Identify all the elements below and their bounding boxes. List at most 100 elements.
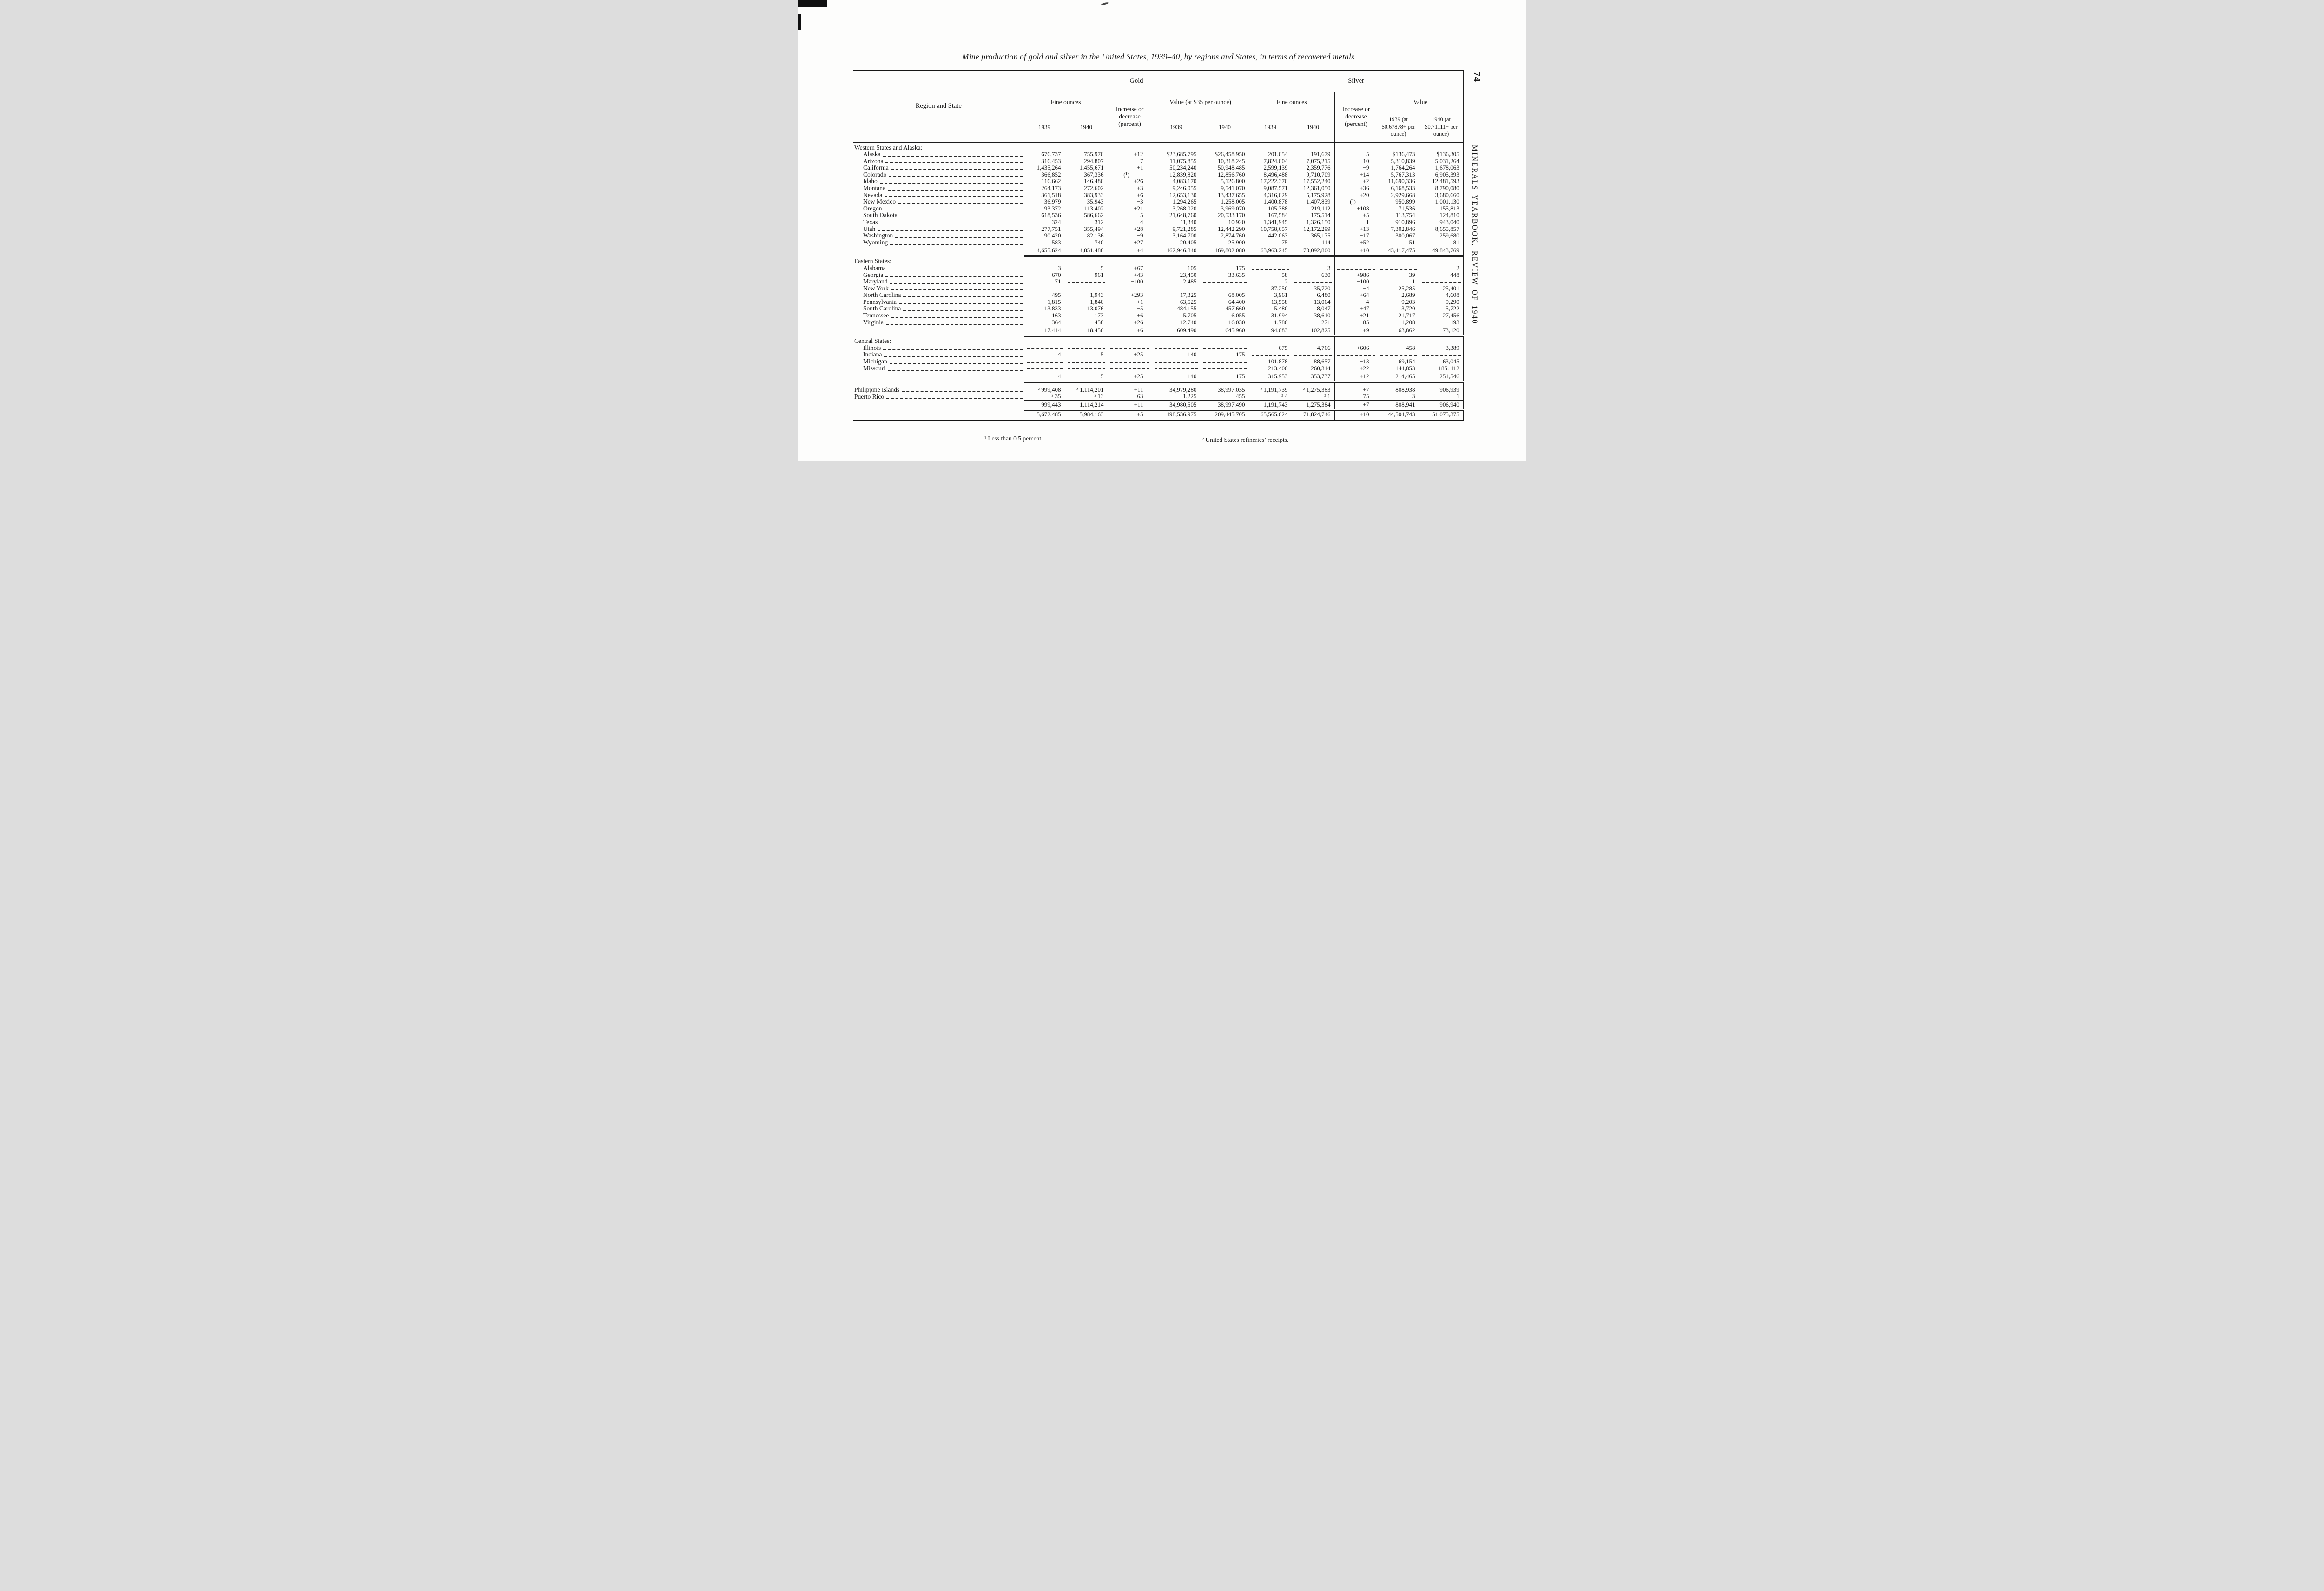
table-row: Idaho 116,662 146,480 +26 4,083,170 5,126,800… (853, 178, 1464, 185)
data-cell: 4,766 (1292, 344, 1335, 352)
dot-leader (888, 189, 1023, 191)
data-cell: 366,852 (1024, 171, 1065, 178)
data-cell: 68,005 (1201, 292, 1249, 299)
row-label: Maryland (863, 278, 888, 285)
row-label: Texas (863, 218, 878, 226)
data-cell: 64,400 (1201, 298, 1249, 306)
row-label-cell: Nevada (853, 191, 1024, 199)
data-cell: −7 (1108, 158, 1152, 165)
data-cell: 670 (1024, 271, 1065, 279)
data-cell: 71,536 (1378, 205, 1419, 212)
data-cell: 1,455,671 (1065, 164, 1108, 171)
data-cell: 12,442,290 (1201, 225, 1249, 233)
empty-cell (1419, 381, 1464, 387)
data-cell: 355,494 (1065, 225, 1108, 233)
data-cell: 618,536 (1024, 212, 1065, 219)
scan-artifact-left (798, 14, 801, 30)
data-cell: −100 (1334, 278, 1378, 285)
row-label-cell (853, 381, 1024, 387)
data-cell: 27,456 (1419, 312, 1464, 319)
row-label-cell: California (853, 164, 1024, 171)
row-label-cell (853, 400, 1024, 410)
data-cell: 2,929,668 (1378, 191, 1419, 199)
table-row: South Dakota 618,536 586,662 −5 21,648,760 20… (853, 212, 1464, 219)
empty-cell (1065, 256, 1108, 265)
table-row: 999,443 1,114,214 +11 34,980,505 38,997,490 1… (853, 400, 1464, 411)
data-cell: 113,402 (1065, 205, 1108, 212)
data-cell: 1,258,005 (1201, 198, 1249, 205)
row-label-cell (853, 326, 1024, 336)
data-cell (1334, 264, 1378, 272)
data-cell: +986 (1334, 271, 1378, 279)
data-cell: −5 (1108, 212, 1152, 219)
data-cell: 950,899 (1378, 198, 1419, 205)
data-cell: 201,054 (1249, 151, 1292, 158)
data-cell: 12,172,299 (1292, 225, 1335, 233)
data-cell: 315,953 (1249, 372, 1292, 383)
row-label-cell: South Carolina (853, 305, 1024, 313)
data-cell (1201, 365, 1249, 372)
dot-leader (889, 176, 1023, 177)
silver-value-header: Value (1378, 92, 1464, 112)
data-cell: 50,948,485 (1201, 164, 1249, 171)
data-cell: 191,679 (1292, 151, 1335, 158)
data-cell: 251,546 (1419, 372, 1464, 383)
row-label: Washington (863, 232, 893, 239)
silver-fine-ounces-header: Fine ounces (1249, 92, 1335, 112)
data-cell: +7 (1334, 386, 1378, 394)
table-row: Colorado 366,852 367,336 (¹) 12,839,820 12,85… (853, 171, 1464, 178)
row-label-cell (853, 372, 1024, 382)
table-row: Wyoming 583 740 +27 20,405 25,900 75 114 +52 51 81 (853, 239, 1464, 246)
row-label: Indiana (863, 351, 882, 358)
data-cell (1108, 365, 1152, 372)
table-row: Western States and Alaska: (853, 142, 1464, 151)
table-row: Missouri 213,400 260,314 +22 144,853 185. 112 (853, 365, 1464, 372)
row-label-cell: Colorado (853, 171, 1024, 178)
row-label: Oregon (863, 204, 882, 212)
data-cell: 88,657 (1292, 358, 1335, 365)
data-cell: 25,900 (1201, 239, 1249, 246)
data-cell: +4 (1108, 246, 1152, 257)
row-label: Tennessee (863, 312, 889, 319)
data-cell: 10,920 (1201, 218, 1249, 226)
row-label: South Carolina (863, 305, 901, 312)
data-cell: 4,851,488 (1065, 246, 1108, 257)
data-cell: 140 (1152, 372, 1201, 383)
data-cell: 484,155 (1152, 305, 1201, 313)
row-label: Illinois (863, 344, 881, 351)
data-cell: 2 (1249, 278, 1292, 285)
data-cell: 3,268,020 (1152, 205, 1201, 212)
row-label-cell: North Carolina (853, 292, 1024, 299)
data-cell: +25 (1108, 351, 1152, 358)
data-cell: 3,961 (1249, 292, 1292, 299)
data-cell: 5,126,800 (1201, 178, 1249, 185)
data-cell: 6,168,533 (1378, 184, 1419, 192)
data-cell: 39 (1378, 271, 1419, 279)
data-cell: $136,305 (1419, 151, 1464, 158)
data-cell: 2,599,139 (1249, 164, 1292, 171)
table-row: Pennsylvania 1,815 1,840 +1 63,525 64,400 13,5… (853, 298, 1464, 306)
data-cell: −75 (1334, 393, 1378, 401)
data-cell: 4 (1024, 351, 1065, 358)
data-cell (1378, 264, 1419, 272)
data-cell: 13,558 (1249, 298, 1292, 306)
data-cell: +10 (1334, 410, 1378, 421)
empty-cell (1378, 335, 1419, 345)
empty-cell (1249, 335, 1292, 345)
data-cell: 34,980,505 (1152, 400, 1201, 411)
empty-cell (1024, 335, 1065, 345)
data-cell: 1,275,384 (1292, 400, 1335, 411)
data-cell: 51,075,375 (1419, 410, 1464, 421)
table-row: Alaska 676,737 755,970 +12 $23,685,795 $26,45… (853, 151, 1464, 158)
row-label: Utah (863, 225, 876, 232)
row-label-cell: Pennsylvania (853, 298, 1024, 306)
row-label: Idaho (863, 178, 878, 185)
data-cell: 5 (1065, 264, 1108, 272)
data-cell: +6 (1108, 312, 1152, 319)
table-row: Washington 90,420 82,136 −9 3,164,700 2,874,7… (853, 232, 1464, 239)
row-label: Montana (863, 184, 885, 192)
table-row: South Carolina 13,833 13,076 −5 484,155 457,6… (853, 305, 1464, 313)
data-cell: 63,963,245 (1249, 246, 1292, 257)
data-cell: 2 (1419, 264, 1464, 272)
